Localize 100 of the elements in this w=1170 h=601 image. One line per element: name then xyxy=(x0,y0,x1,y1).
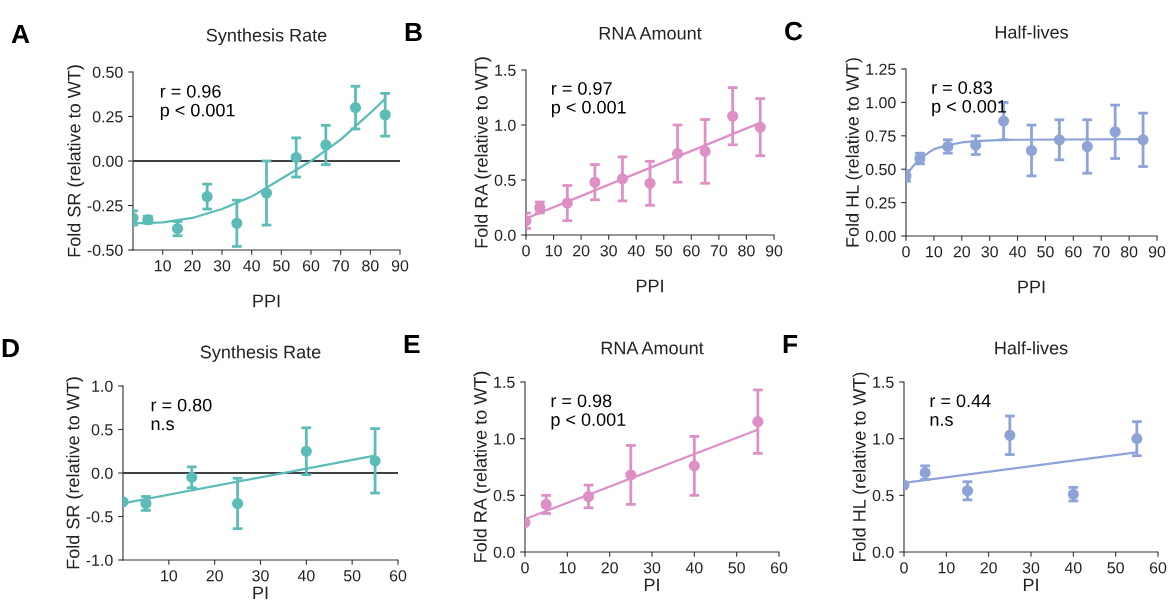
x-tick-label: 60 xyxy=(389,570,407,582)
x-tick-label: 10 xyxy=(559,562,576,574)
y-tick-label: 0.0 xyxy=(91,467,113,479)
x-tick-label: 20 xyxy=(206,570,223,582)
x-axis-title: PPI xyxy=(253,294,280,308)
y-tick-label: 0.50 xyxy=(92,66,123,78)
x-tick-label: 0 xyxy=(521,562,529,574)
x-tick-label: 60 xyxy=(770,562,788,574)
y-tick-label: -0.50 xyxy=(87,244,123,256)
y-tick-label: 0.0 xyxy=(872,546,894,558)
y-tick-label: 1.0 xyxy=(873,433,894,445)
y-tick-label: 0.75 xyxy=(865,130,896,142)
x-tick-label: 80 xyxy=(362,260,379,272)
x-tick-label: 20 xyxy=(601,562,618,574)
annotation: r = 0.96 xyxy=(160,84,221,98)
annotation: p < 0.001 xyxy=(551,413,626,430)
y-axis-title: Fold SR (relative to WT) xyxy=(66,377,83,569)
y-tick-label: -0.25 xyxy=(87,200,123,212)
y-tick-label: 0.0 xyxy=(494,229,516,241)
x-tick-label: 0 xyxy=(522,245,530,257)
text: A xyxy=(11,24,30,44)
x-tick-label: 70 xyxy=(1093,246,1110,258)
y-tick-label: 0.5 xyxy=(872,489,894,502)
chart-title: RNA Amount xyxy=(599,27,702,40)
x-tick-label: 30 xyxy=(981,246,998,258)
y-tick-label: -0.5 xyxy=(86,511,113,523)
annotation: p < 0.001 xyxy=(160,103,235,121)
y-axis-title: Fold HL (relative to WT) xyxy=(852,372,870,561)
annotation: r = 0.80 xyxy=(151,398,212,412)
x-tick-label: 20 xyxy=(573,245,590,257)
x-tick-label: 20 xyxy=(953,246,971,258)
x-tick-label: 20 xyxy=(184,260,201,272)
x-tick-label: 50 xyxy=(343,570,361,582)
x-axis-title: PI xyxy=(1023,578,1038,592)
chart-title: RNA Amount xyxy=(601,341,704,355)
x-tick-label: 40 xyxy=(297,570,315,582)
y-tick-label: -1.0 xyxy=(86,554,113,566)
text: D xyxy=(2,338,19,358)
x-tick-label: 30 xyxy=(1022,562,1040,574)
annotation: r = 0.83 xyxy=(932,81,993,94)
x-tick-label: 10 xyxy=(938,562,955,574)
y-tick-label: 0.5 xyxy=(91,424,113,436)
x-tick-label: 20 xyxy=(980,562,997,574)
annotation: r = 0.98 xyxy=(551,394,612,408)
x-tick-label: 40 xyxy=(685,562,703,574)
x-tick-label: 10 xyxy=(545,245,562,257)
x-tick-label: 60 xyxy=(1149,562,1167,574)
y-axis-title: Fold RA (relative to WT) xyxy=(474,57,492,248)
x-tick-label: 90 xyxy=(391,260,409,272)
y-tick-label: 0.5 xyxy=(493,489,515,502)
y-tick-label: 0.0 xyxy=(493,546,515,558)
x-axis-title: PI xyxy=(644,578,659,592)
y-tick-label: 1.25 xyxy=(866,63,896,75)
x-tick-label: 0 xyxy=(900,562,908,574)
annotation: r = 0.97 xyxy=(552,82,612,95)
x-axis-title: PPI xyxy=(636,279,663,293)
x-tick-label: 80 xyxy=(1120,246,1138,258)
x-tick-label: 40 xyxy=(1064,562,1082,574)
x-tick-label: 60 xyxy=(302,260,320,272)
x-tick-label: 50 xyxy=(1107,562,1124,574)
x-tick-label: 30 xyxy=(213,260,231,272)
x-tick-label: 50 xyxy=(728,562,745,574)
y-tick-label: 1.5 xyxy=(873,376,894,388)
y-axis-title: Fold HL (relative to WT) xyxy=(845,58,863,247)
chart-title: Half-lives xyxy=(995,25,1068,39)
chart-title: Half-lives xyxy=(995,341,1068,355)
x-tick-label: 10 xyxy=(161,570,178,582)
chart-title: Synthesis Rate xyxy=(200,345,321,362)
text: C xyxy=(785,21,803,41)
y-tick-label: 0.5 xyxy=(494,174,516,186)
y-tick-label: 1.0 xyxy=(495,119,516,131)
x-tick-label: 10 xyxy=(155,260,171,272)
y-tick-label: 0.25 xyxy=(865,197,896,209)
text: E xyxy=(404,334,420,354)
y-tick-label: 1.0 xyxy=(92,380,113,392)
x-tick-label: 30 xyxy=(643,562,661,574)
y-tick-label: 0.25 xyxy=(92,111,123,123)
y-tick-label: 0.00 xyxy=(865,230,896,242)
x-axis-title: PI xyxy=(253,586,268,600)
y-axis-title: Fold RA (relative to WT) xyxy=(473,371,491,562)
text: F xyxy=(783,334,798,354)
annotation: p < 0.001 xyxy=(932,99,1007,117)
x-tick-label: 90 xyxy=(1148,246,1166,258)
x-axis-title: PPI xyxy=(1018,280,1045,294)
x-tick-label: 60 xyxy=(1065,246,1082,258)
x-tick-label: 70 xyxy=(332,260,349,272)
x-tick-label: 30 xyxy=(600,245,617,257)
x-tick-label: 90 xyxy=(765,245,783,257)
y-tick-label: 0.50 xyxy=(865,163,896,176)
y-axis-title: Fold SR (relative to WT) xyxy=(67,65,85,257)
x-tick-label: 30 xyxy=(252,570,269,582)
x-tick-label: 80 xyxy=(738,245,755,257)
chart-title: Synthesis Rate xyxy=(206,28,327,46)
y-tick-label: 1.5 xyxy=(495,64,516,76)
x-tick-label: 0 xyxy=(902,246,910,258)
x-tick-label: 40 xyxy=(1009,246,1026,258)
y-tick-label: 0.00 xyxy=(92,155,123,167)
x-tick-label: 70 xyxy=(710,245,728,257)
x-tick-label: 50 xyxy=(273,260,290,272)
annotation: r = 0.44 xyxy=(930,394,991,408)
